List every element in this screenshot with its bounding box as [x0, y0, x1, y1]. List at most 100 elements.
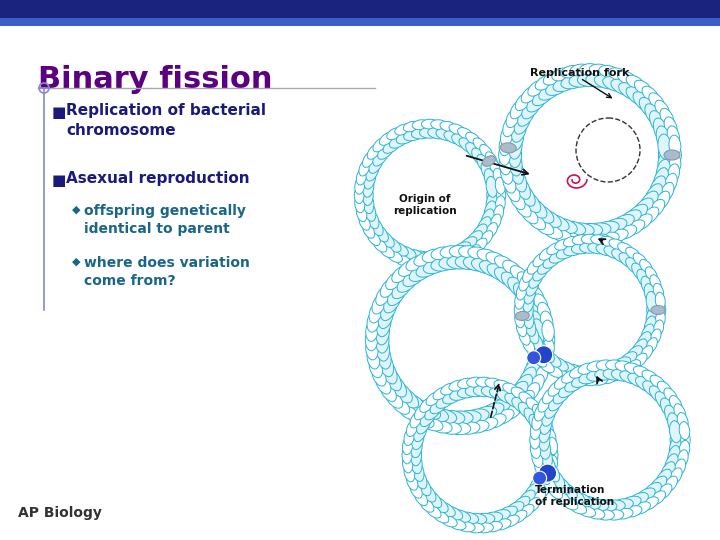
- Ellipse shape: [546, 366, 562, 377]
- Ellipse shape: [534, 366, 548, 386]
- Ellipse shape: [363, 193, 374, 213]
- Ellipse shape: [657, 381, 672, 396]
- Ellipse shape: [495, 267, 517, 287]
- Ellipse shape: [404, 464, 415, 482]
- Ellipse shape: [572, 242, 593, 254]
- Ellipse shape: [366, 320, 378, 341]
- Ellipse shape: [420, 252, 441, 263]
- Ellipse shape: [538, 357, 551, 377]
- Ellipse shape: [631, 263, 647, 281]
- Ellipse shape: [569, 73, 594, 87]
- Ellipse shape: [674, 404, 685, 421]
- Ellipse shape: [539, 360, 554, 373]
- Ellipse shape: [510, 159, 524, 184]
- Ellipse shape: [545, 464, 556, 482]
- Ellipse shape: [396, 131, 416, 144]
- Ellipse shape: [636, 488, 655, 503]
- Ellipse shape: [411, 127, 432, 139]
- Ellipse shape: [447, 255, 473, 269]
- Ellipse shape: [416, 403, 441, 420]
- Ellipse shape: [508, 381, 528, 403]
- Ellipse shape: [356, 205, 366, 222]
- Ellipse shape: [636, 376, 655, 392]
- Ellipse shape: [376, 319, 390, 345]
- Ellipse shape: [645, 338, 657, 353]
- Ellipse shape: [569, 223, 594, 237]
- Circle shape: [527, 351, 541, 364]
- Ellipse shape: [667, 126, 680, 146]
- Ellipse shape: [649, 111, 666, 134]
- Ellipse shape: [554, 370, 571, 381]
- Ellipse shape: [658, 134, 671, 159]
- Ellipse shape: [531, 441, 541, 458]
- Ellipse shape: [557, 246, 576, 259]
- Ellipse shape: [501, 388, 523, 408]
- Ellipse shape: [545, 462, 559, 482]
- Ellipse shape: [538, 436, 549, 458]
- Ellipse shape: [678, 413, 688, 430]
- Ellipse shape: [426, 392, 441, 406]
- Ellipse shape: [406, 409, 426, 424]
- Ellipse shape: [367, 311, 379, 332]
- Ellipse shape: [679, 441, 690, 458]
- Ellipse shape: [431, 420, 452, 433]
- Ellipse shape: [508, 277, 528, 299]
- Ellipse shape: [533, 421, 546, 442]
- Ellipse shape: [519, 329, 530, 345]
- Ellipse shape: [618, 225, 636, 239]
- Ellipse shape: [538, 412, 550, 428]
- Ellipse shape: [553, 476, 571, 494]
- Ellipse shape: [510, 126, 524, 151]
- Ellipse shape: [380, 279, 396, 298]
- Ellipse shape: [669, 135, 681, 156]
- Ellipse shape: [438, 255, 465, 269]
- Ellipse shape: [626, 87, 647, 106]
- Ellipse shape: [363, 177, 374, 197]
- Ellipse shape: [381, 296, 397, 321]
- Ellipse shape: [523, 279, 540, 298]
- Ellipse shape: [383, 138, 401, 153]
- Ellipse shape: [458, 251, 473, 262]
- Ellipse shape: [669, 154, 681, 175]
- Ellipse shape: [554, 239, 571, 250]
- Ellipse shape: [420, 483, 436, 502]
- Ellipse shape: [428, 127, 449, 139]
- Ellipse shape: [455, 255, 481, 269]
- Ellipse shape: [549, 392, 564, 411]
- Ellipse shape: [484, 168, 496, 189]
- Text: ■: ■: [52, 105, 66, 120]
- Ellipse shape: [467, 523, 485, 533]
- Ellipse shape: [538, 395, 551, 412]
- Ellipse shape: [396, 246, 416, 259]
- Ellipse shape: [532, 450, 543, 468]
- Ellipse shape: [656, 159, 670, 184]
- Ellipse shape: [494, 380, 511, 391]
- Ellipse shape: [521, 86, 538, 103]
- Ellipse shape: [659, 143, 672, 167]
- Ellipse shape: [403, 258, 420, 269]
- Ellipse shape: [522, 97, 541, 119]
- Ellipse shape: [582, 376, 598, 386]
- Ellipse shape: [612, 249, 631, 263]
- Ellipse shape: [414, 252, 434, 266]
- Ellipse shape: [440, 122, 456, 132]
- Ellipse shape: [664, 117, 678, 137]
- Ellipse shape: [554, 375, 570, 389]
- Ellipse shape: [466, 132, 480, 145]
- Ellipse shape: [620, 371, 641, 384]
- Ellipse shape: [642, 370, 658, 383]
- Ellipse shape: [667, 413, 680, 435]
- Ellipse shape: [359, 214, 370, 230]
- Ellipse shape: [523, 292, 534, 312]
- Ellipse shape: [665, 405, 678, 426]
- Ellipse shape: [410, 412, 422, 428]
- Ellipse shape: [430, 496, 448, 512]
- Ellipse shape: [653, 284, 664, 300]
- Ellipse shape: [586, 223, 611, 237]
- Ellipse shape: [512, 118, 526, 143]
- Ellipse shape: [637, 269, 651, 288]
- Ellipse shape: [656, 126, 670, 151]
- Ellipse shape: [543, 352, 561, 367]
- Ellipse shape: [378, 352, 394, 377]
- Ellipse shape: [355, 177, 365, 194]
